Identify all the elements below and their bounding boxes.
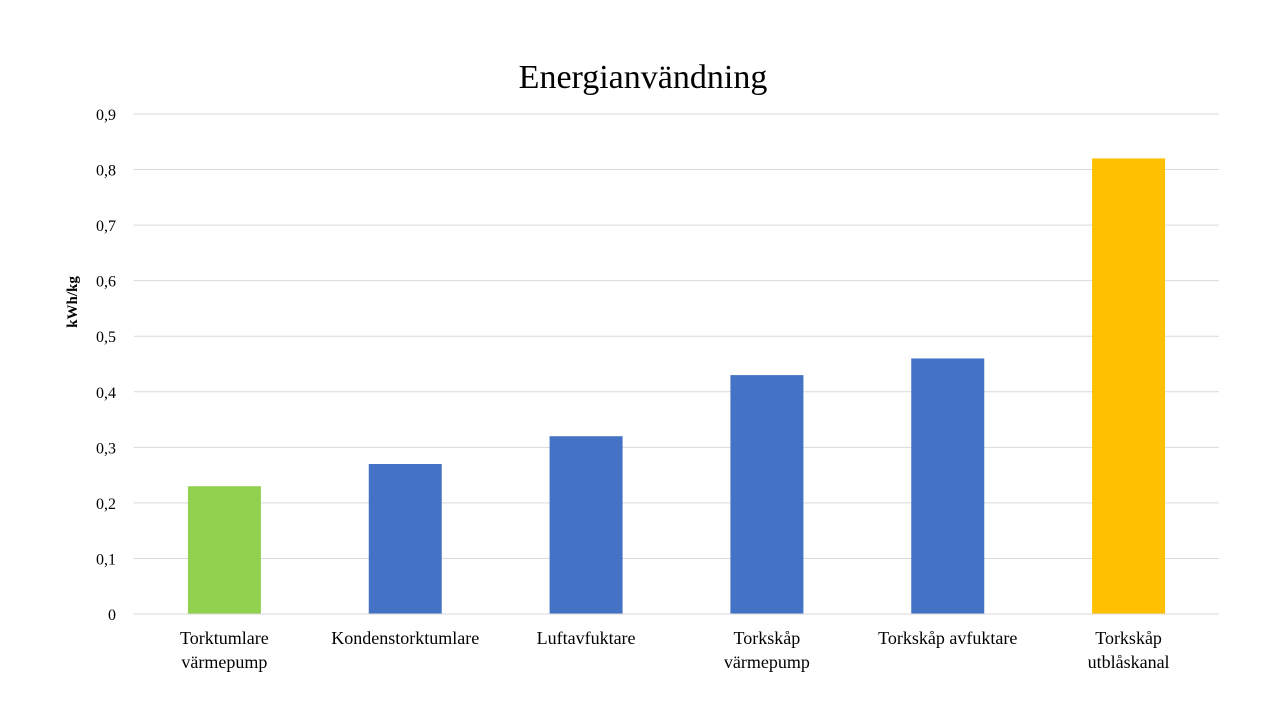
- x-tick-label-line: Luftavfuktare: [537, 628, 636, 648]
- y-tick-label: 0,8: [96, 163, 116, 180]
- bar: [187, 486, 261, 614]
- y-tick-labels: 0 0,1 0,2 0,3 0,4 0,5 0,6 0,7 0,8 0,9: [96, 107, 116, 624]
- y-tick-label: 0,4: [96, 385, 116, 402]
- x-tick-label: Kondenstorktumlare: [331, 628, 479, 648]
- chart-title: Energianvändning: [519, 59, 768, 96]
- x-tick-labels: Torktumlare värmepump Kondenstorktumlare Lu…: [180, 628, 1170, 672]
- x-tick-label: Torkskåp utblåskanal: [1088, 628, 1170, 672]
- bar: [730, 375, 804, 614]
- x-tick-label: Torkskåp avfuktare: [878, 628, 1017, 648]
- x-tick-label-line: Torktumlare: [180, 628, 269, 648]
- y-tick-label: 0,6: [96, 274, 116, 291]
- y-tick-label: 0,2: [96, 496, 116, 513]
- y-tick-label: 0,3: [96, 440, 116, 457]
- x-tick-label: Torkskåp värmepump: [724, 628, 810, 672]
- x-tick-label: Torktumlare värmepump: [180, 628, 269, 672]
- y-tick-label: 0,7: [96, 218, 116, 235]
- bar: [549, 436, 623, 614]
- bar: [911, 358, 985, 614]
- y-tick-label: 0,1: [96, 551, 116, 568]
- x-tick-label-line: Kondenstorktumlare: [331, 628, 479, 648]
- bar: [368, 464, 442, 614]
- bars: [187, 158, 1166, 614]
- x-tick-label-line: Torkskåp: [734, 628, 801, 648]
- y-tick-label: 0: [108, 607, 116, 624]
- x-tick-label-line: värmepump: [724, 652, 810, 672]
- gridlines: [134, 113, 1219, 559]
- x-tick-label-line: Torkskåp: [1095, 628, 1162, 648]
- y-axis-label: kWh/kg: [65, 276, 81, 328]
- y-tick-label: 0,5: [96, 329, 116, 346]
- x-tick-label-line: värmepump: [181, 652, 267, 672]
- bar: [1092, 158, 1166, 614]
- y-tick-label: 0,9: [96, 107, 116, 124]
- x-tick-label: Luftavfuktare: [537, 628, 636, 648]
- x-tick-label-line: utblåskanal: [1088, 652, 1170, 672]
- x-tick-label-line: Torkskåp avfuktare: [878, 628, 1017, 648]
